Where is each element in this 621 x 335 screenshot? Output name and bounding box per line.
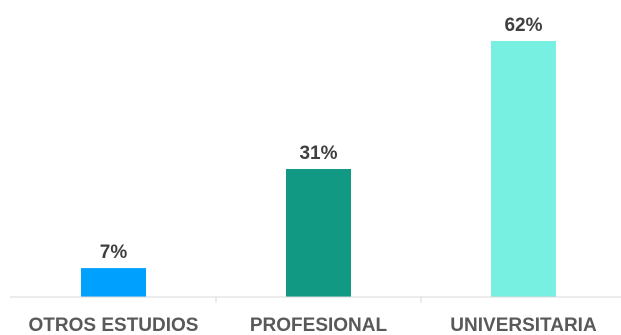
category-labels-group: OTROS ESTUDIOS PROFESIONAL UNIVERSITARIA [29, 315, 597, 335]
category-label-profesional: PROFESIONAL [250, 315, 388, 335]
value-labels-group: 7% 31% 62% [100, 15, 543, 263]
bar-universitaria [491, 41, 556, 297]
value-label-otros-estudios: 7% [100, 242, 128, 263]
category-label-otros-estudios: OTROS ESTUDIOS [29, 315, 199, 335]
category-label-universitaria: UNIVERSITARIA [450, 315, 597, 335]
bars-group [81, 41, 556, 297]
x-axis-ticks [215, 297, 422, 303]
bar-otros-estudios [81, 268, 146, 297]
bar-profesional [286, 169, 351, 297]
value-label-universitaria: 62% [504, 15, 542, 36]
value-label-profesional: 31% [299, 143, 337, 164]
